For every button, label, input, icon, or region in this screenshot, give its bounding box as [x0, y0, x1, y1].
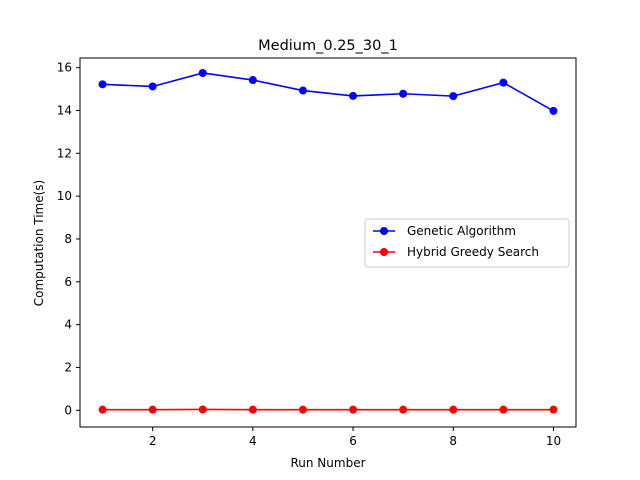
series-1-point — [148, 82, 157, 91]
series-1-point — [449, 92, 458, 101]
x-tick-label: 8 — [449, 434, 457, 448]
legend: Genetic Algorithm Hybrid Greedy Search — [364, 218, 570, 268]
y-tick-label: 4 — [64, 318, 72, 332]
axes-frame — [79, 57, 577, 428]
legend-label-2: Hybrid Greedy Search — [407, 245, 539, 259]
series-2-point — [98, 405, 107, 414]
chart-title: Medium_0.25_30_1 — [258, 38, 398, 54]
legend-marker-1 — [380, 227, 388, 235]
series-1-point — [298, 86, 307, 95]
y-tick-label: 6 — [64, 275, 72, 289]
series-2-point — [399, 405, 408, 414]
y-tick-label: 16 — [57, 61, 72, 75]
y-axis-title: Computation Time(s) — [32, 180, 46, 306]
series-1-point — [98, 80, 107, 89]
x-tick-label: 6 — [349, 434, 357, 448]
series-1-point — [198, 68, 207, 77]
y-tick-label: 14 — [57, 103, 72, 117]
series-1-point — [499, 78, 508, 87]
series-2-point — [148, 405, 157, 414]
series-line-1 — [102, 72, 554, 112]
series-2-point — [449, 405, 458, 414]
series-2-point — [499, 405, 508, 414]
y-tick-label: 10 — [57, 189, 72, 203]
series-1-point — [349, 91, 358, 100]
x-tick-label: 2 — [149, 434, 157, 448]
x-tick-label: 10 — [546, 434, 561, 448]
series-2-point — [298, 405, 307, 414]
series-1-point — [399, 89, 408, 98]
series-2-point — [549, 405, 558, 414]
y-tick-label: 2 — [64, 360, 72, 374]
legend-marker-2 — [380, 248, 388, 256]
x-axis-title: Run Number — [290, 456, 365, 470]
y-tick-label: 0 — [64, 403, 72, 417]
plot-area: 2 4 6 8 10 0 2 4 6 8 10 12 14 16 — [57, 57, 577, 448]
y-tick-label: 8 — [64, 232, 72, 246]
series-2-point — [349, 405, 358, 414]
series-1-point — [248, 76, 257, 85]
series-1-point — [549, 106, 558, 115]
legend-label-1: Genetic Algorithm — [407, 224, 516, 238]
series-2-point — [198, 405, 207, 414]
series-2-point — [248, 405, 257, 414]
x-tick-label: 4 — [249, 434, 257, 448]
y-tick-label: 12 — [57, 146, 72, 160]
legend-box — [364, 218, 570, 268]
